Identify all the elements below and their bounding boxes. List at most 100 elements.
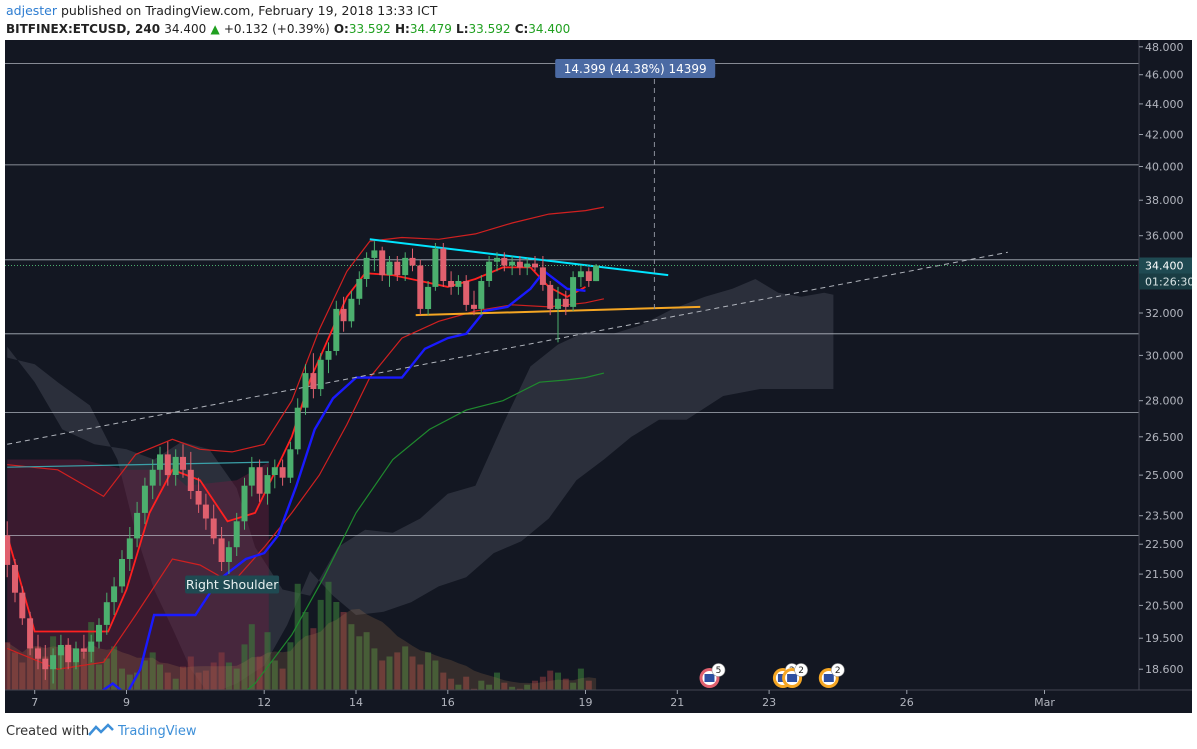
candle-body[interactable]	[218, 538, 225, 562]
candle-body[interactable]	[80, 648, 87, 652]
candle-body[interactable]	[164, 454, 171, 476]
candle-body[interactable]	[577, 271, 584, 278]
candle-body[interactable]	[96, 624, 102, 642]
price-tick-label: 21.500	[1145, 568, 1184, 581]
candle-body[interactable]	[348, 298, 355, 322]
candle-body[interactable]	[279, 467, 286, 478]
measure-label[interactable]: 14.399 (44.38%) 14399	[555, 59, 716, 78]
candle-body[interactable]	[210, 518, 217, 539]
candle-body[interactable]	[524, 263, 531, 268]
candle-body[interactable]	[379, 250, 386, 276]
candle-body[interactable]	[585, 271, 592, 281]
long-trendline[interactable]	[7, 251, 1008, 445]
price-axis[interactable]	[1139, 40, 1192, 713]
right-shoulder-annotation[interactable]: Right Shoulder	[185, 575, 279, 594]
candle-body[interactable]	[88, 641, 95, 652]
volume-bar	[225, 662, 232, 713]
candle-body[interactable]	[486, 261, 493, 281]
candle-body[interactable]	[494, 257, 500, 262]
candle-body[interactable]	[432, 248, 439, 287]
candle-body[interactable]	[50, 655, 57, 670]
candle-body[interactable]	[187, 469, 194, 491]
candle-body[interactable]	[402, 257, 409, 276]
candle-body[interactable]	[425, 286, 432, 309]
candle-body[interactable]	[119, 559, 125, 587]
neckline-level[interactable]	[7, 461, 269, 468]
event-badge[interactable]: 5	[699, 663, 726, 689]
candle-body[interactable]	[471, 304, 477, 309]
candle-body[interactable]	[325, 351, 332, 360]
candle-body[interactable]	[172, 456, 179, 475]
candle-body[interactable]	[149, 469, 156, 486]
volume-bar	[379, 660, 386, 713]
candle-body[interactable]	[233, 521, 240, 548]
candle-body[interactable]	[4, 535, 11, 565]
candle-body[interactable]	[547, 284, 554, 309]
price-tick-label: 42.000	[1145, 129, 1184, 142]
resistance-trendline[interactable]	[369, 238, 669, 277]
candle-body[interactable]	[256, 467, 263, 494]
candle-body[interactable]	[73, 648, 79, 663]
candle-body[interactable]	[317, 359, 324, 390]
candle-body[interactable]	[455, 281, 462, 287]
candle-body[interactable]	[371, 250, 378, 258]
candle-body[interactable]	[157, 454, 163, 470]
candle-body[interactable]	[409, 257, 416, 266]
candle-body[interactable]	[593, 265, 600, 282]
candle-body[interactable]	[42, 658, 49, 670]
candle-body[interactable]	[225, 547, 232, 562]
price-tick-label: 25.000	[1145, 469, 1184, 482]
candle-body[interactable]	[57, 645, 64, 656]
candle-body[interactable]	[562, 298, 569, 307]
candle-body[interactable]	[440, 248, 447, 281]
candle-body[interactable]	[27, 618, 34, 649]
author-link[interactable]: adjester	[6, 3, 58, 18]
candle-body[interactable]	[356, 279, 363, 299]
candle-body[interactable]	[539, 267, 546, 285]
candle-body[interactable]	[111, 586, 118, 603]
candle-body[interactable]	[532, 263, 538, 268]
candle-body[interactable]	[570, 277, 577, 307]
candle-body[interactable]	[340, 308, 347, 322]
time-axis[interactable]	[5, 690, 1192, 713]
event-count-bubble	[794, 663, 808, 677]
candle-body[interactable]	[394, 261, 401, 276]
candle-body[interactable]	[134, 512, 141, 539]
candle-body[interactable]	[287, 449, 294, 478]
candle-body[interactable]	[333, 308, 340, 351]
candle-body[interactable]	[417, 265, 424, 309]
candle-body[interactable]	[248, 467, 255, 486]
candle-body[interactable]	[555, 298, 561, 309]
candle-body[interactable]	[302, 373, 309, 408]
candle-body[interactable]	[141, 485, 148, 513]
candle-body[interactable]	[241, 485, 248, 522]
candle-body[interactable]	[126, 538, 133, 559]
candle-body[interactable]	[202, 504, 209, 519]
candle-body[interactable]	[19, 592, 26, 619]
candle-body[interactable]	[271, 467, 278, 475]
candle-body[interactable]	[65, 645, 72, 663]
candle-body[interactable]	[386, 261, 393, 276]
event-badge[interactable]: 2	[782, 663, 808, 689]
candle-body[interactable]	[195, 491, 202, 505]
candle-body[interactable]	[310, 373, 317, 389]
candle-body[interactable]	[463, 281, 470, 305]
tradingview-brand[interactable]: TradingView	[118, 724, 197, 739]
candle-body[interactable]	[35, 648, 41, 659]
candle-body[interactable]	[363, 257, 370, 279]
event-badge[interactable]: 2	[818, 663, 845, 689]
volume-bar	[248, 624, 255, 713]
candle-body[interactable]	[501, 257, 508, 266]
volume-bar	[371, 648, 378, 713]
candle-body[interactable]	[264, 475, 271, 494]
candle-body[interactable]	[103, 602, 110, 625]
candle-body[interactable]	[448, 281, 455, 287]
candle-body[interactable]	[294, 407, 301, 450]
candle-body[interactable]	[509, 261, 516, 266]
candle-body[interactable]	[516, 261, 523, 268]
candle-body[interactable]	[12, 565, 18, 593]
candle-body[interactable]	[180, 456, 186, 470]
price-tick-label: 26.500	[1145, 431, 1184, 444]
candle-body[interactable]	[478, 281, 485, 309]
